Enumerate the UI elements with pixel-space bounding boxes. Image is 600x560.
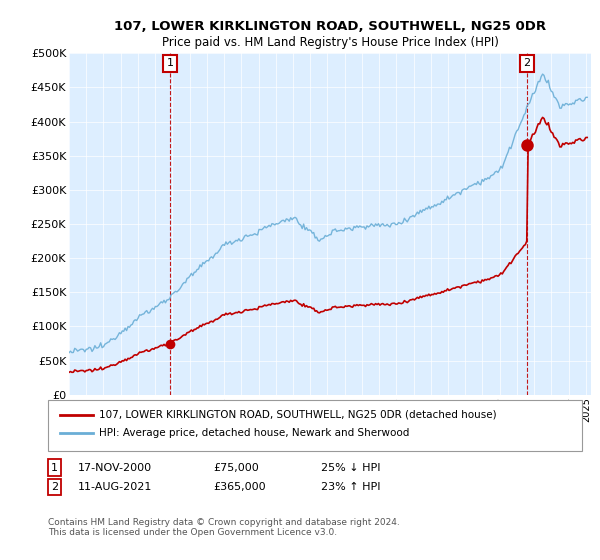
Text: £365,000: £365,000: [213, 482, 266, 492]
Text: 107, LOWER KIRKLINGTON ROAD, SOUTHWELL, NG25 0DR: 107, LOWER KIRKLINGTON ROAD, SOUTHWELL, …: [114, 20, 546, 32]
Text: 2: 2: [523, 58, 530, 68]
Text: 23% ↑ HPI: 23% ↑ HPI: [321, 482, 380, 492]
Text: 1: 1: [51, 463, 58, 473]
Text: £75,000: £75,000: [213, 463, 259, 473]
Text: 2: 2: [51, 482, 58, 492]
Text: 17-NOV-2000: 17-NOV-2000: [78, 463, 152, 473]
Text: 1: 1: [167, 58, 174, 68]
Text: 11-AUG-2021: 11-AUG-2021: [78, 482, 152, 492]
Text: HPI: Average price, detached house, Newark and Sherwood: HPI: Average price, detached house, Newa…: [99, 428, 409, 438]
Text: Price paid vs. HM Land Registry's House Price Index (HPI): Price paid vs. HM Land Registry's House …: [161, 36, 499, 49]
Text: Contains HM Land Registry data © Crown copyright and database right 2024.
This d: Contains HM Land Registry data © Crown c…: [48, 518, 400, 538]
Text: 107, LOWER KIRKLINGTON ROAD, SOUTHWELL, NG25 0DR (detached house): 107, LOWER KIRKLINGTON ROAD, SOUTHWELL, …: [99, 409, 497, 419]
Text: 25% ↓ HPI: 25% ↓ HPI: [321, 463, 380, 473]
